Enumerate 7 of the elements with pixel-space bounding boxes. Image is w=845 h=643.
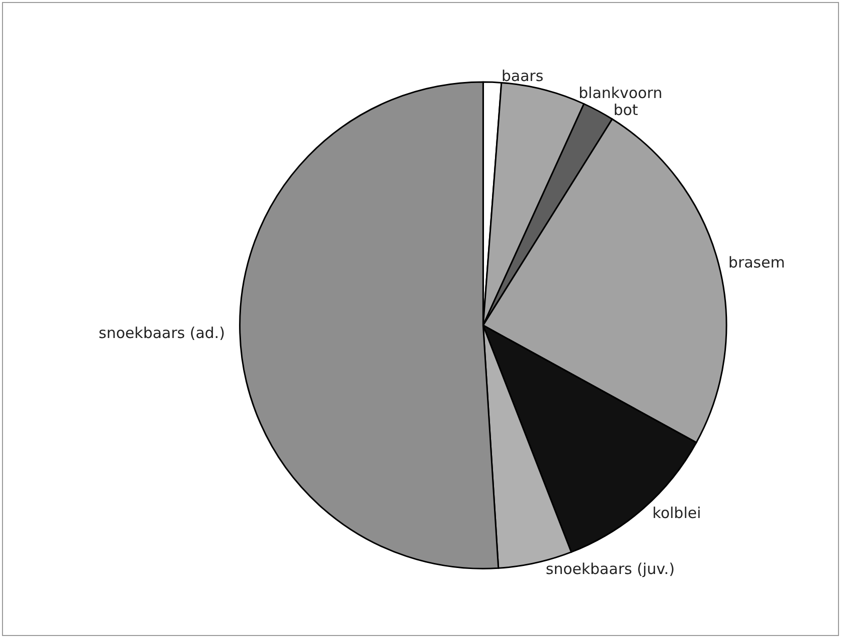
slice-label: brasem [728, 254, 785, 272]
slice-label: snoekbaars (juv.) [546, 560, 675, 578]
slice-label: bot [613, 101, 638, 120]
slice-label: blankvoorn [578, 84, 662, 102]
slice-label: snoekbaars (ad.) [98, 324, 225, 342]
slice-label: baars [502, 67, 544, 86]
slice-label: kolblei [652, 504, 702, 522]
